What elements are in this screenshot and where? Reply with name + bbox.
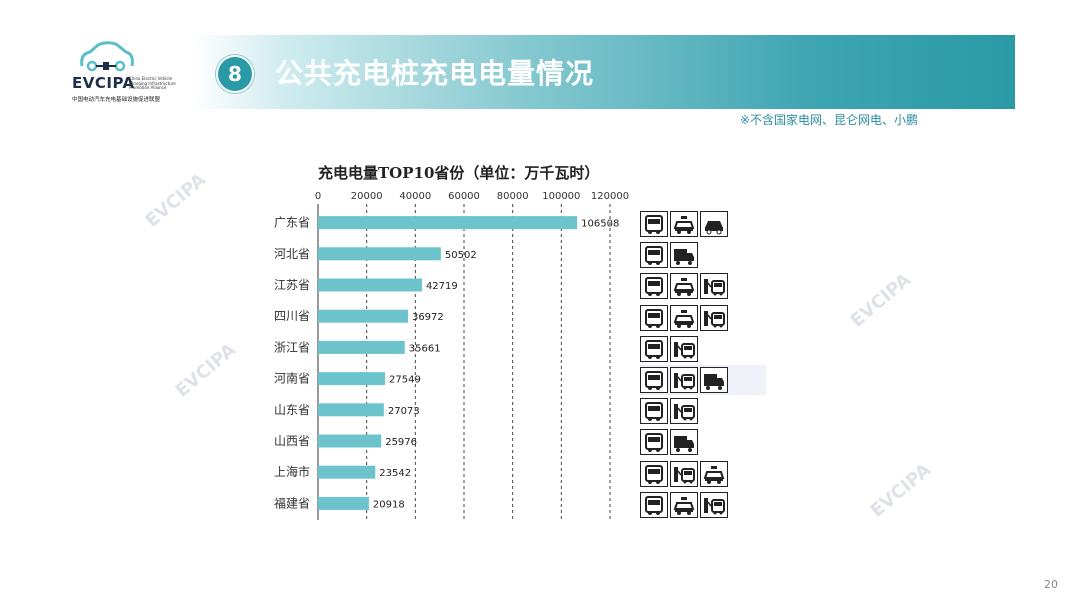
category-label: 江苏省 bbox=[274, 278, 310, 292]
data-label: 35661 bbox=[409, 343, 441, 354]
taxi-icon bbox=[700, 460, 728, 487]
vehicle-icon-row bbox=[640, 240, 698, 270]
logo-chinese-name: 中国电动汽车充电基础设施促进联盟 bbox=[72, 97, 161, 103]
footnote: ※不含国家电网、昆仑网电、小鹏 bbox=[740, 113, 919, 127]
category-label: 河南省 bbox=[274, 371, 310, 386]
taxi-icon bbox=[670, 273, 698, 300]
bar bbox=[318, 247, 441, 261]
bar bbox=[318, 465, 376, 479]
vehicle-icon-row bbox=[640, 427, 698, 457]
bar bbox=[318, 496, 369, 510]
chart-title: 充电电量TOP10省份（单位：万千瓦时） bbox=[318, 164, 600, 182]
data-label: 36972 bbox=[412, 312, 444, 323]
charger-car-icon bbox=[670, 367, 698, 393]
category-label: 山东省 bbox=[274, 403, 310, 417]
bar bbox=[318, 434, 382, 448]
vehicle-icon-row bbox=[640, 209, 728, 239]
charger-car-icon bbox=[670, 398, 698, 425]
charger-car-icon bbox=[700, 273, 728, 300]
vehicle-icon-row bbox=[640, 303, 728, 333]
taxi-icon bbox=[670, 211, 698, 237]
vehicle-icon-row bbox=[640, 459, 728, 489]
charger-car-icon bbox=[700, 304, 728, 331]
taxi-icon bbox=[670, 491, 698, 518]
logo-english-name: China Electric Vehicle Charging Infrastr… bbox=[129, 76, 176, 90]
data-label: 25976 bbox=[385, 437, 417, 448]
bus-icon bbox=[640, 491, 668, 518]
taxi-icon bbox=[670, 304, 698, 331]
data-label: 42719 bbox=[426, 281, 458, 292]
evcipa-logo: EVCIPA China Electric Vehicle Charging I… bbox=[70, 40, 180, 104]
x-tick-label: 0 bbox=[315, 191, 321, 202]
x-tick-label: 40000 bbox=[399, 191, 431, 202]
category-label: 四川省 bbox=[274, 309, 310, 323]
data-label: 23542 bbox=[379, 468, 411, 479]
bar bbox=[318, 278, 422, 292]
bus-icon bbox=[640, 211, 668, 237]
truck-icon bbox=[670, 242, 698, 269]
bar bbox=[318, 372, 386, 386]
vehicle-icon-row bbox=[640, 490, 728, 520]
bus-icon bbox=[640, 429, 668, 456]
data-label: 50502 bbox=[445, 250, 477, 261]
bar bbox=[318, 309, 408, 323]
bus-icon bbox=[640, 273, 668, 300]
category-label: 浙江省 bbox=[274, 340, 310, 354]
category-label: 广东省 bbox=[274, 216, 310, 230]
charger-car-icon bbox=[670, 460, 698, 487]
charger-car-icon bbox=[700, 491, 728, 518]
category-label: 上海市 bbox=[274, 464, 310, 479]
bus-icon bbox=[640, 398, 668, 425]
data-label: 106508 bbox=[581, 219, 619, 230]
charger-car-icon bbox=[670, 335, 698, 362]
category-label: 河北省 bbox=[274, 247, 310, 261]
bar bbox=[318, 340, 405, 354]
x-tick-label: 100000 bbox=[542, 191, 580, 202]
category-label: 福建省 bbox=[274, 495, 310, 510]
vehicle-icon-row bbox=[640, 365, 766, 395]
bar bbox=[318, 216, 578, 230]
data-label: 27073 bbox=[388, 406, 420, 417]
header-banner bbox=[192, 35, 1015, 109]
x-tick-label: 60000 bbox=[448, 191, 480, 202]
truck-icon bbox=[700, 367, 728, 393]
bus-icon bbox=[640, 460, 668, 487]
vehicle-icon-row bbox=[640, 396, 698, 426]
bus-icon bbox=[640, 304, 668, 331]
vehicle-icon-row bbox=[640, 271, 728, 301]
truck-icon bbox=[670, 429, 698, 456]
page-number: 20 bbox=[1044, 578, 1058, 591]
bus-icon bbox=[640, 242, 668, 269]
logo-brand: EVCIPA bbox=[72, 74, 135, 92]
x-tick-label: 80000 bbox=[497, 191, 529, 202]
page-title: 公共充电桩充电电量情况 bbox=[275, 57, 595, 90]
data-label: 20918 bbox=[373, 499, 405, 510]
section-number-badge: 8 bbox=[216, 55, 254, 93]
data-label: 27549 bbox=[389, 375, 421, 386]
car-icon bbox=[700, 211, 728, 237]
vehicle-icon-row bbox=[640, 334, 698, 364]
vehicle-icon-column bbox=[640, 0, 770, 608]
bus-icon bbox=[640, 367, 668, 393]
category-label: 山西省 bbox=[274, 434, 310, 448]
x-tick-label: 20000 bbox=[351, 191, 383, 202]
bar bbox=[318, 403, 384, 417]
car-plug-logo-icon bbox=[80, 41, 134, 72]
bus-icon bbox=[640, 335, 668, 362]
x-tick-label: 120000 bbox=[591, 191, 629, 202]
